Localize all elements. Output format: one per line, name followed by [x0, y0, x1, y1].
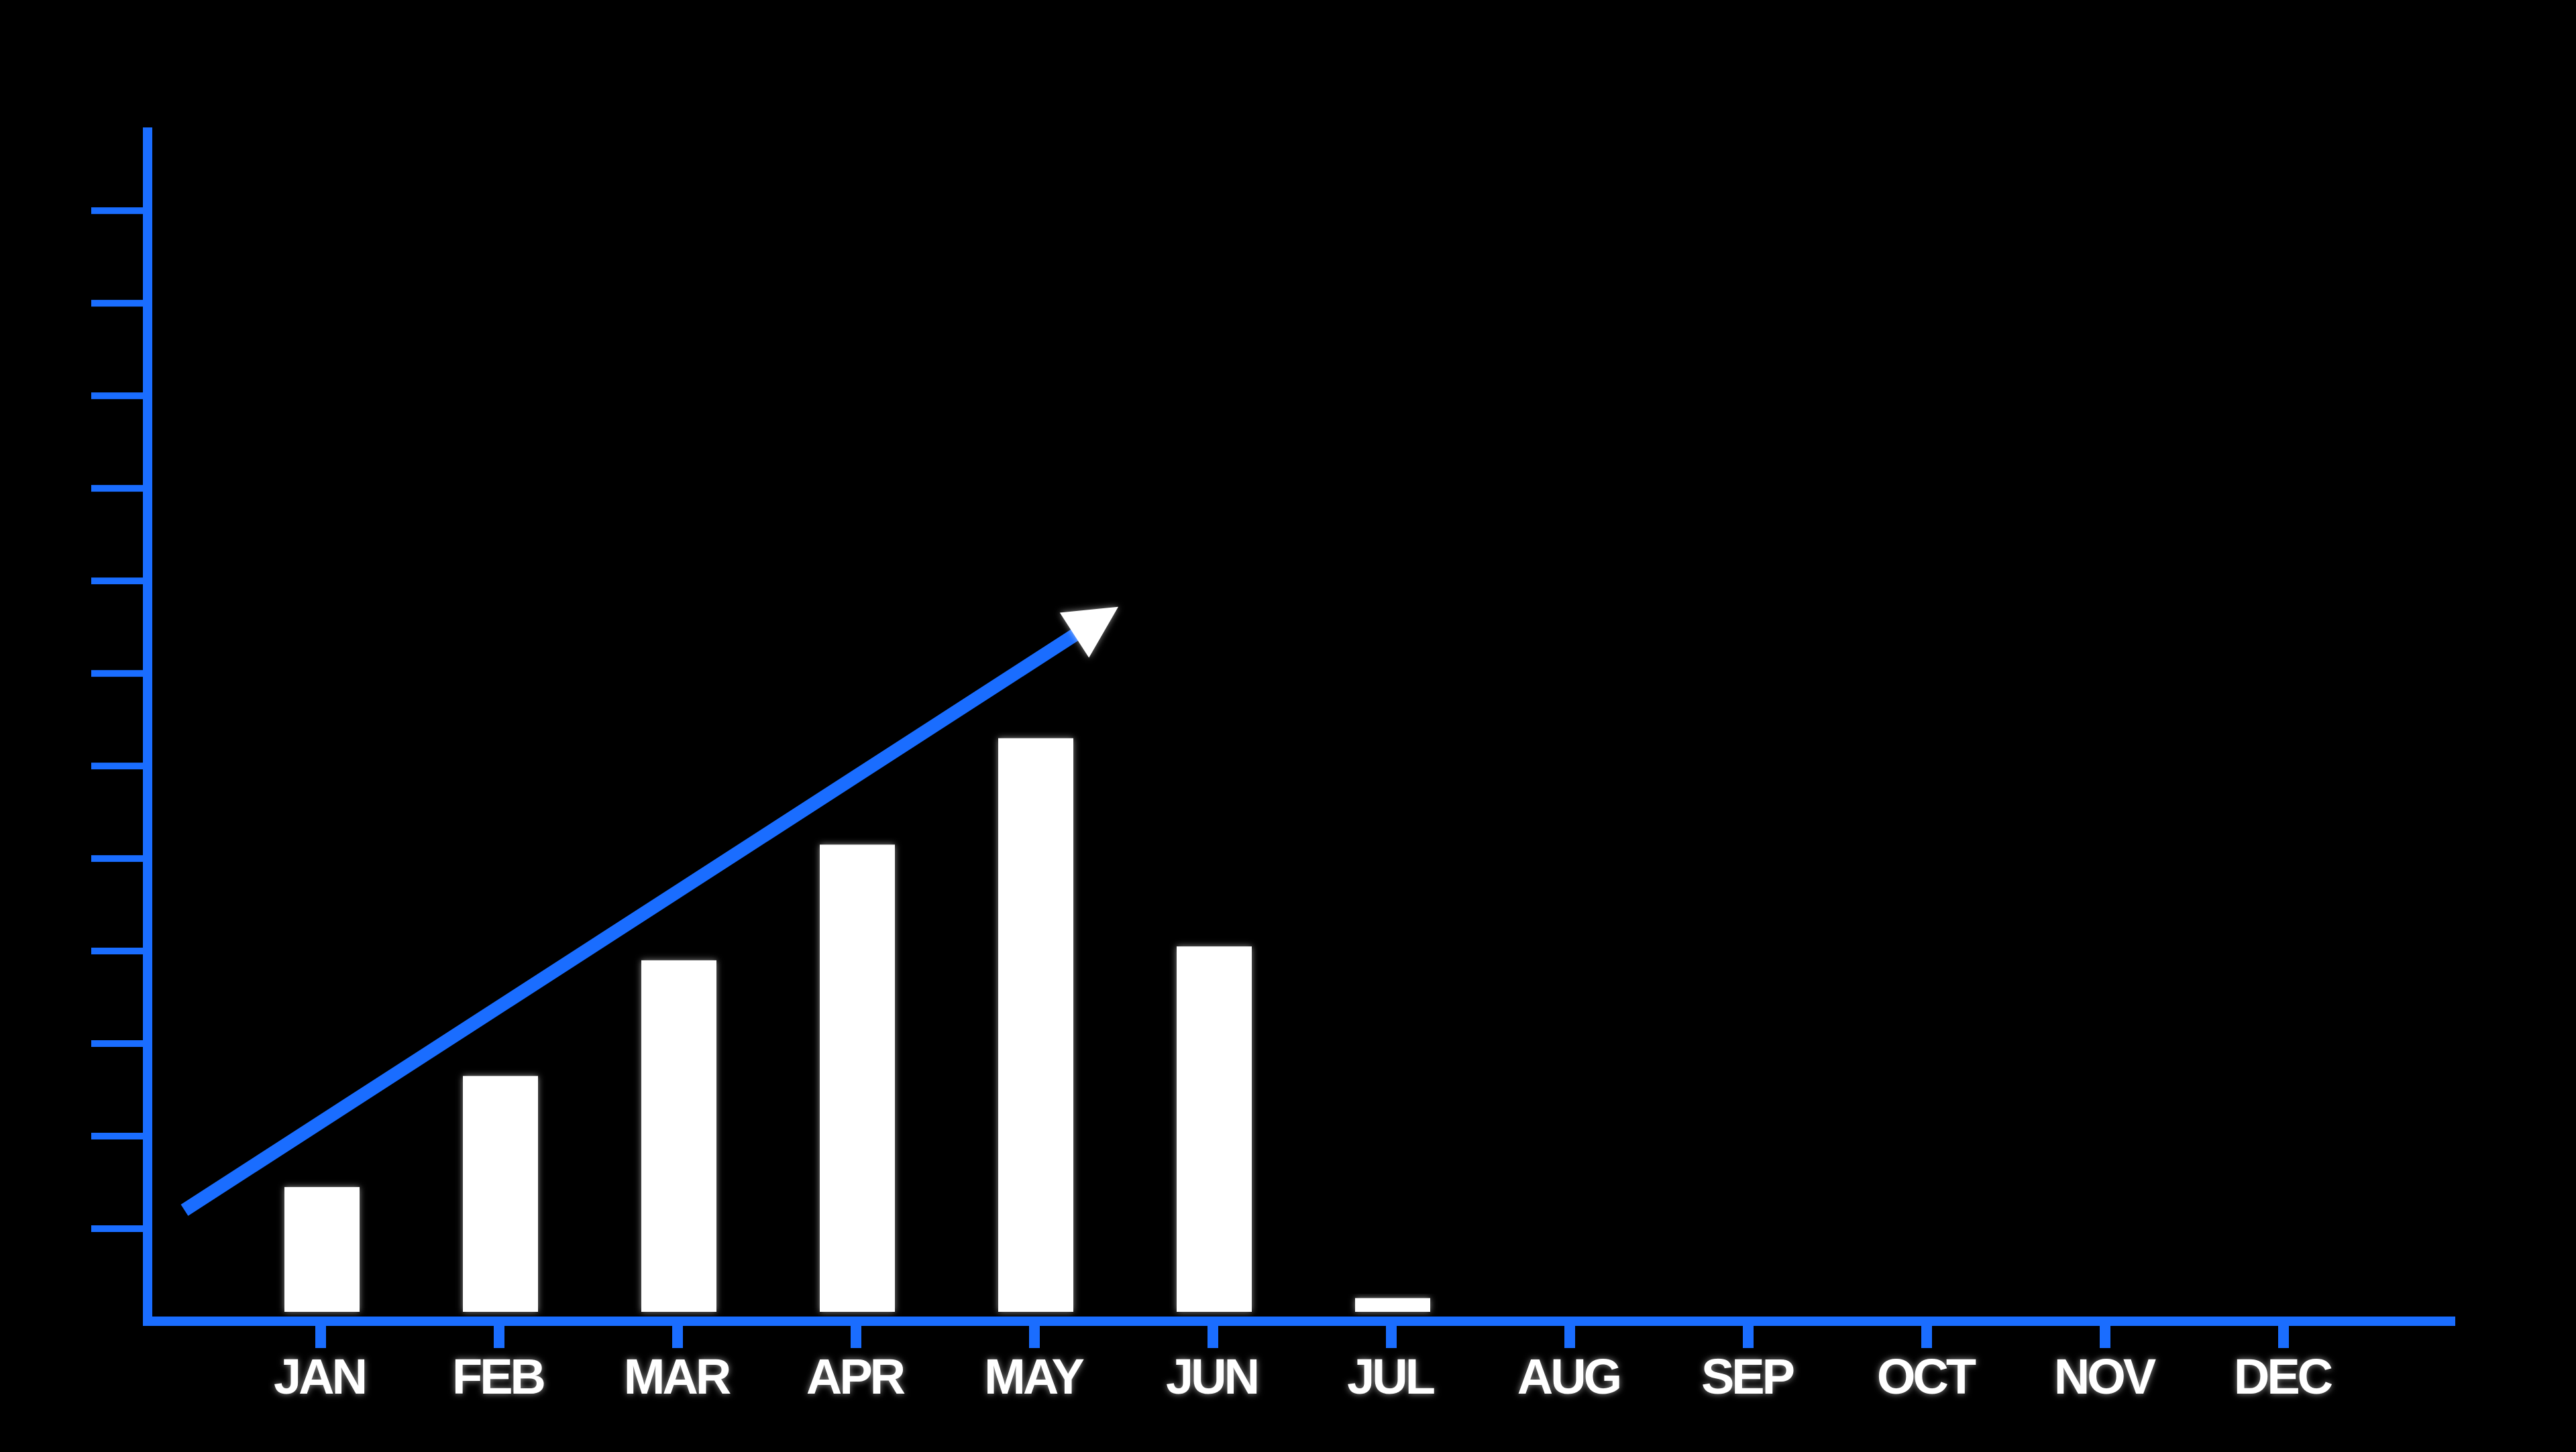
- x-tick-label-mar: MAR: [624, 1349, 731, 1404]
- x-tick-label-aug: AUG: [1517, 1349, 1619, 1404]
- trend-arrow-line: [180, 621, 1091, 1216]
- bar-jan: [284, 1186, 360, 1312]
- x-tick-label-dec: DEC: [2234, 1349, 2332, 1404]
- bar-may: [998, 738, 1073, 1312]
- trend-arrow-head-icon: [1059, 606, 1119, 658]
- x-tick-label-apr: APR: [806, 1349, 905, 1404]
- bar-jun: [1177, 946, 1252, 1312]
- bars-group: [284, 738, 1430, 1312]
- x-tick-label-jun: JUN: [1166, 1349, 1257, 1404]
- bar-jul: [1355, 1298, 1430, 1312]
- x-tick-label-may: MAY: [984, 1349, 1084, 1404]
- x-tick-label-jan: JAN: [274, 1349, 365, 1404]
- y-axis-ticks: [91, 207, 148, 1233]
- x-tick-labels: JAN FEB MAR APR MAY JUN JUL AUG SEP OCT NOV DEC: [274, 1349, 2335, 1404]
- bar-apr: [820, 844, 895, 1312]
- x-tick-label-sep: SEP: [1701, 1349, 1794, 1404]
- x-tick-label-jul: JUL: [1347, 1349, 1434, 1404]
- x-tick-label-oct: OCT: [1877, 1349, 1976, 1404]
- bar-mar: [641, 960, 716, 1312]
- bar-feb: [463, 1076, 538, 1312]
- trend-arrow: [180, 606, 1119, 1216]
- x-tick-label-feb: FEB: [452, 1349, 545, 1404]
- x-tick-label-nov: NOV: [2054, 1349, 2156, 1404]
